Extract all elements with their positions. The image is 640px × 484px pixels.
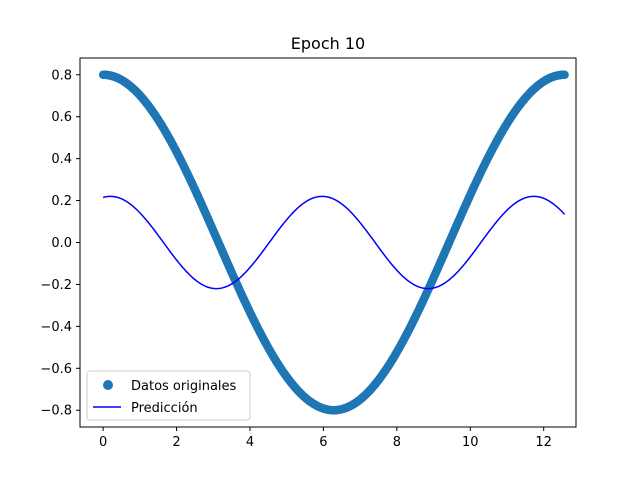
legend-label-datos-originales: Datos originales: [131, 379, 237, 394]
x-tick-label: 12: [535, 435, 552, 450]
y-tick-label: 0.2: [51, 194, 72, 209]
x-axis: 0 2 4 6 8 10 12: [99, 427, 552, 450]
x-tick-label: 2: [172, 435, 180, 450]
legend: Datos originales Predicción: [86, 370, 251, 421]
y-tick-label: 0.6: [51, 110, 72, 125]
scatter-point: [560, 70, 569, 79]
y-tick-label: −0.8: [40, 404, 72, 419]
x-tick-label: 10: [462, 435, 479, 450]
x-tick-label: 4: [246, 435, 254, 450]
legend-marker-datos-originales: [103, 380, 113, 390]
y-axis: 0.8 0.6 0.4 0.2 0.0 −0.2 −0.4 −0.6 −0.8: [40, 68, 80, 419]
y-tick-label: −0.6: [40, 362, 72, 377]
y-tick-label: −0.2: [40, 278, 72, 293]
series-datos-originales: [98, 70, 569, 415]
legend-label-prediccion: Predicción: [131, 401, 198, 416]
plot-area: [98, 70, 569, 415]
y-tick-label: −0.4: [40, 320, 72, 335]
x-tick-label: 8: [393, 435, 401, 450]
legend-box: [86, 370, 251, 421]
y-tick-label: 0.8: [51, 68, 72, 83]
y-tick-label: 0.0: [51, 236, 72, 251]
series-prediccion-line: [102, 195, 566, 290]
x-tick-label: 6: [319, 435, 327, 450]
y-tick-label: 0.4: [51, 152, 72, 167]
x-tick-label: 0: [99, 435, 107, 450]
chart-title: Epoch 10: [291, 34, 365, 53]
